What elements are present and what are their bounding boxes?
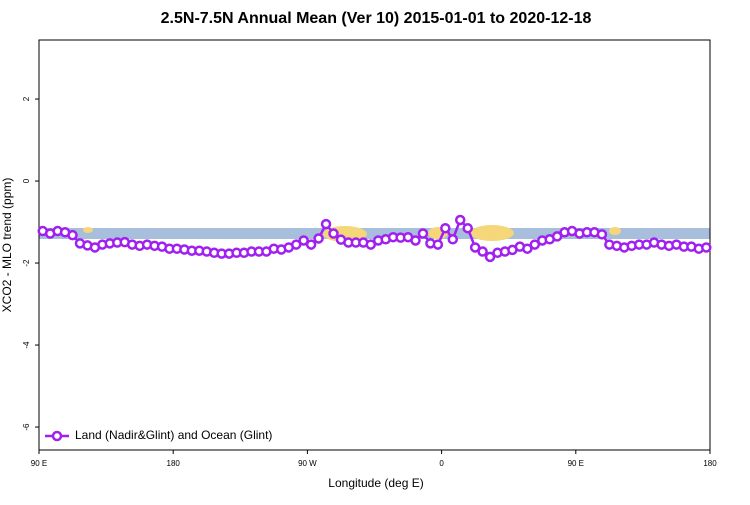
ocean-band — [39, 228, 710, 239]
data-point — [596, 229, 608, 240]
data-point — [320, 218, 332, 230]
data-point — [477, 246, 488, 257]
chart-title: 2.5N-7.5N Annual Mean (Ver 10) 2015-01-0… — [161, 10, 592, 27]
data-point — [440, 222, 451, 234]
y-tick-label: 2 — [22, 96, 31, 101]
data-point — [67, 229, 78, 241]
legend-marker — [51, 430, 63, 442]
land-patch — [470, 225, 514, 241]
data-point — [432, 239, 444, 250]
x-tick-label: 90 E — [568, 459, 584, 468]
data-point — [447, 234, 459, 245]
land-patch — [609, 227, 621, 235]
data-point — [529, 239, 541, 250]
y-axis-label: XCO2 - MLO trend (ppm) — [0, 178, 14, 313]
y-tick-label: -4 — [22, 341, 31, 349]
x-axis-label: Longitude (deg E) — [328, 476, 423, 490]
data-point — [454, 214, 466, 226]
data-point — [290, 239, 302, 250]
x-tick-label: 180 — [167, 459, 181, 468]
land-patch — [83, 227, 93, 233]
data-point — [313, 233, 324, 244]
data-point — [551, 231, 563, 242]
x-tick-label: 90 E — [31, 459, 47, 468]
y-tick-label: -2 — [22, 259, 31, 267]
data-point — [701, 242, 712, 253]
data-point — [328, 228, 339, 239]
data-point — [462, 222, 473, 234]
data-point — [469, 242, 481, 253]
data-point — [305, 239, 317, 250]
x-tick-label: 180 — [703, 459, 717, 468]
data-point — [365, 239, 377, 250]
data-point — [417, 228, 429, 239]
data-point — [484, 251, 496, 263]
y-tick-label: 0 — [22, 178, 31, 183]
data-point — [298, 235, 309, 246]
x-tick-label: 0 — [439, 459, 444, 468]
legend-label: Land (Nadir&Glint) and Ocean (Glint) — [75, 428, 272, 442]
y-tick-label: -6 — [22, 423, 31, 431]
data-point — [522, 243, 533, 254]
data-point — [410, 235, 421, 246]
x-tick-label: 90 W — [298, 459, 317, 468]
